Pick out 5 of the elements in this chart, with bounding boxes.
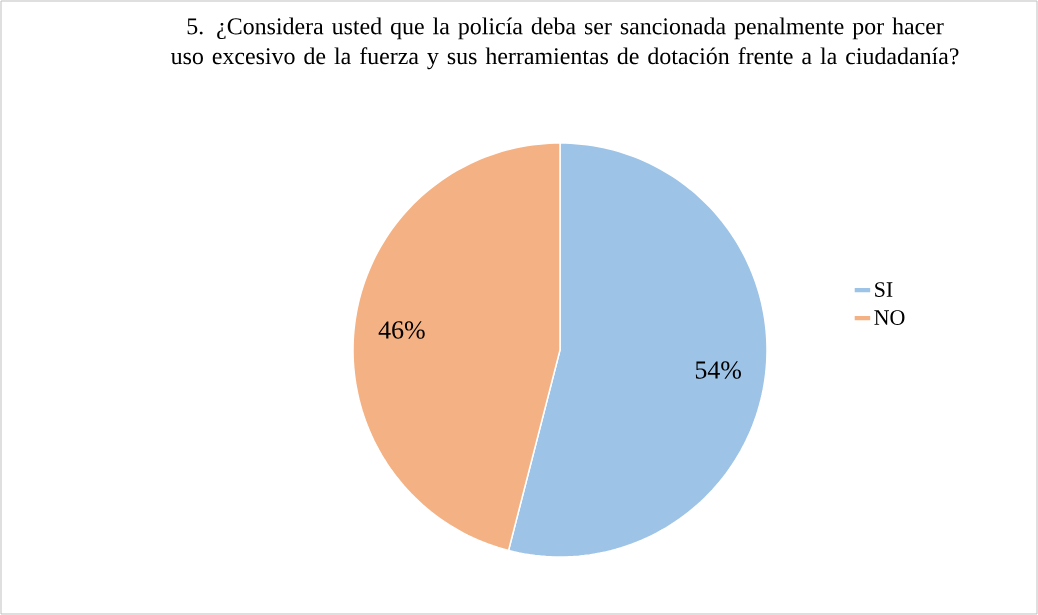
- legend-label: NO: [874, 310, 905, 325]
- chart-title: 5. ¿Considera usted que la policía deba ser sancionada penalmente por hacer uso excesivo de la fuerza y sus herramientas de dotación frente a la ciudadanía?: [170, 17, 959, 70]
- legend-label: SI: [875, 282, 893, 297]
- data-label: 54%: [695, 361, 741, 379]
- data-label: 46%: [378, 321, 425, 339]
